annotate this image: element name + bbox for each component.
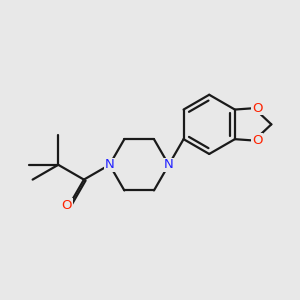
Text: O: O	[61, 199, 72, 212]
Text: N: N	[164, 158, 174, 171]
Text: N: N	[105, 158, 114, 171]
Text: O: O	[252, 102, 262, 115]
Text: O: O	[252, 134, 262, 147]
